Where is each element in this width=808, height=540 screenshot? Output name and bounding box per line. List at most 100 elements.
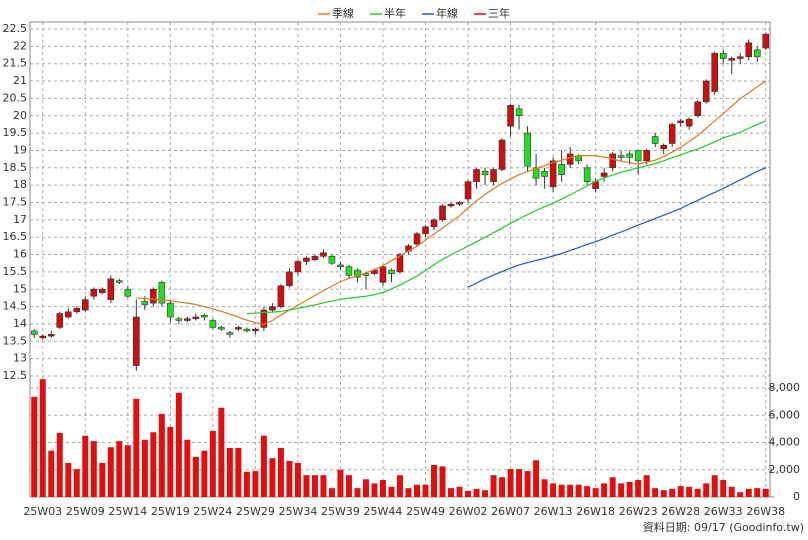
candle-body [549, 160, 557, 188]
candle-body [685, 118, 693, 127]
y-tick-label: 20 [13, 109, 27, 122]
volume-bar [167, 426, 174, 497]
volume-bar [482, 490, 489, 497]
volume-bar [354, 488, 361, 497]
volume-bar [311, 475, 318, 497]
x-tick-label: 26W33 [704, 505, 743, 518]
candle-body [294, 261, 302, 273]
volume-bar [558, 484, 565, 497]
volume-bar [490, 475, 497, 497]
volume-bar [82, 435, 89, 497]
y-tick-label: 20.5 [3, 91, 28, 104]
candle-body [116, 280, 123, 283]
volume-bar [703, 483, 710, 497]
volume-bar [235, 447, 242, 497]
ma-line [467, 167, 766, 288]
y-tick-label: 15 [13, 282, 27, 295]
candle-body [524, 132, 531, 167]
volume-bar [150, 432, 157, 497]
x-tick-label: 26W38 [746, 505, 785, 518]
candle-body [167, 302, 174, 318]
candle-body [736, 56, 744, 59]
candle-body [558, 164, 565, 176]
candle-body [677, 120, 684, 123]
candle-body [328, 255, 336, 264]
candle-body [609, 153, 616, 169]
candle-body [133, 316, 140, 366]
candle-body [311, 255, 319, 261]
candle-body [464, 181, 472, 200]
volume-bar [456, 486, 463, 497]
candle-body [345, 266, 353, 276]
volume-bar [660, 490, 667, 497]
volume-bar [507, 469, 514, 497]
y-tick-label: 19.5 [3, 126, 28, 139]
candle-body [277, 285, 285, 307]
candle-body [209, 320, 217, 328]
candle-body [430, 219, 438, 228]
x-tick-label: 25W03 [23, 505, 62, 518]
volume-bar [56, 432, 63, 497]
volume-bar [609, 477, 616, 497]
legend-label: 半年 [384, 6, 406, 20]
candle-body [617, 155, 625, 158]
y2-tick-label: 4,000 [769, 436, 801, 449]
y-tick-label: 14 [13, 317, 27, 330]
volume-bar [184, 439, 191, 497]
candle-body [303, 257, 310, 262]
volume-bar [448, 488, 455, 497]
volume-bar [175, 392, 182, 497]
candle-body [286, 271, 293, 287]
candle-body [158, 282, 166, 304]
x-tick-label: 25W49 [406, 505, 445, 518]
legend-label: 季線 [332, 6, 354, 20]
y-tick-label: 13 [13, 352, 27, 365]
candle-body [541, 170, 548, 177]
candle-body [56, 313, 64, 328]
y-tick-label: 19 [13, 143, 27, 156]
candle-body [98, 288, 106, 294]
volume-bar [575, 484, 582, 497]
ma-line [136, 80, 767, 326]
x-tick-label: 25W09 [66, 505, 105, 518]
volume-bar [643, 475, 650, 497]
volume-bar [252, 471, 259, 497]
x-tick-label: 26W23 [619, 505, 658, 518]
volume-bar [516, 469, 523, 497]
volume-bar [405, 488, 412, 497]
legend-label: 三年 [488, 6, 510, 20]
volume-bar [192, 456, 199, 497]
candle-body [439, 205, 446, 221]
volume-bar [388, 486, 395, 497]
candle-body [634, 150, 642, 162]
volume-bar [328, 488, 335, 497]
volume-bar [711, 475, 718, 497]
x-tick-label: 25W24 [193, 505, 232, 518]
legend-label: 年線 [436, 6, 458, 20]
volume-bar [218, 407, 225, 497]
candle-body [668, 124, 676, 144]
volume-bar [745, 488, 752, 497]
candle-body [354, 269, 361, 278]
y2-tick-label: 8,000 [769, 381, 801, 394]
volume-bar [397, 475, 403, 497]
volume-bar [414, 484, 421, 497]
volume-bar [592, 488, 599, 497]
x-tick-label: 25W44 [364, 505, 403, 518]
volume-bar [754, 488, 761, 497]
volume-bar [260, 435, 267, 497]
candle-body [447, 203, 455, 207]
x-tick-label: 26W13 [534, 505, 573, 518]
candle-body [711, 52, 719, 92]
volume-bar [320, 475, 327, 497]
candle-body [532, 167, 540, 179]
candle-body [107, 278, 115, 300]
candle-body [379, 266, 387, 283]
volume-bar [720, 479, 727, 497]
volume-bar [371, 483, 378, 497]
y-tick-label: 13.5 [3, 334, 28, 347]
candle-body [651, 136, 659, 144]
volume-bar [584, 486, 591, 497]
candle-body [626, 153, 633, 158]
volume-bar [124, 445, 131, 497]
